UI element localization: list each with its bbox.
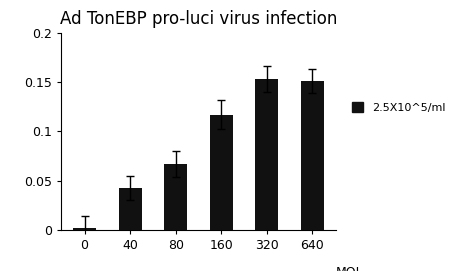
Bar xyxy=(210,115,233,230)
Text: MOI: MOI xyxy=(336,266,361,271)
Bar xyxy=(119,188,142,230)
Bar xyxy=(164,164,187,230)
Title: Ad TonEBP pro-luci virus infection: Ad TonEBP pro-luci virus infection xyxy=(60,10,337,28)
Bar xyxy=(255,79,278,230)
Bar xyxy=(73,228,96,230)
Legend: 2.5X10^5/ml: 2.5X10^5/ml xyxy=(347,98,450,118)
Bar xyxy=(301,81,324,230)
